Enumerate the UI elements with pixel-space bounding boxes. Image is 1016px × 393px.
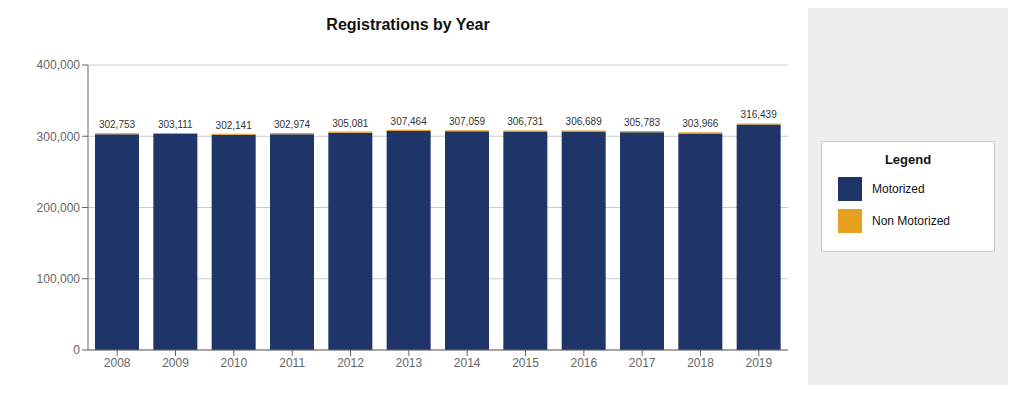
svg-text:2019: 2019	[745, 356, 772, 370]
svg-text:2018: 2018	[687, 356, 714, 370]
html-text:Non Motorized: Non Motorized	[872, 214, 950, 228]
svg-text:302,974: 302,974	[274, 119, 311, 130]
svg-text:2013: 2013	[395, 356, 422, 370]
svg-text:400,000: 400,000	[37, 58, 81, 72]
svg-text:2008: 2008	[104, 356, 131, 370]
svg-text:306,689: 306,689	[566, 116, 603, 127]
svg-text:2016: 2016	[570, 356, 597, 370]
svg-text:316,439: 316,439	[741, 109, 778, 120]
svg-text:305,081: 305,081	[332, 118, 369, 129]
html-text:Registrations by Year: Registrations by Year	[326, 16, 490, 33]
svg-text:200,000: 200,000	[37, 201, 81, 215]
svg-text:306,731: 306,731	[507, 116, 544, 127]
svg-text:302,141: 302,141	[216, 120, 253, 131]
svg-text:2009: 2009	[162, 356, 189, 370]
svg-text:303,966: 303,966	[682, 118, 719, 129]
svg-text:307,059: 307,059	[449, 116, 486, 127]
svg-text:2012: 2012	[337, 356, 364, 370]
svg-text:2017: 2017	[629, 356, 656, 370]
svg-text:2014: 2014	[454, 356, 481, 370]
html-text:Motorized: Motorized	[872, 182, 925, 196]
svg-text:2011: 2011	[279, 356, 305, 370]
svg-text:2015: 2015	[512, 356, 539, 370]
svg-text:2010: 2010	[220, 356, 247, 370]
svg-text:303,111: 303,111	[158, 119, 193, 130]
svg-text:0: 0	[73, 343, 80, 357]
svg-text:100,000: 100,000	[37, 272, 81, 286]
svg-text:307,464: 307,464	[391, 116, 428, 127]
svg-text:302,753: 302,753	[99, 119, 136, 130]
svg-text:305,783: 305,783	[624, 117, 661, 128]
svg-text:300,000: 300,000	[37, 130, 81, 144]
html-text:Legend: Legend	[884, 152, 932, 167]
